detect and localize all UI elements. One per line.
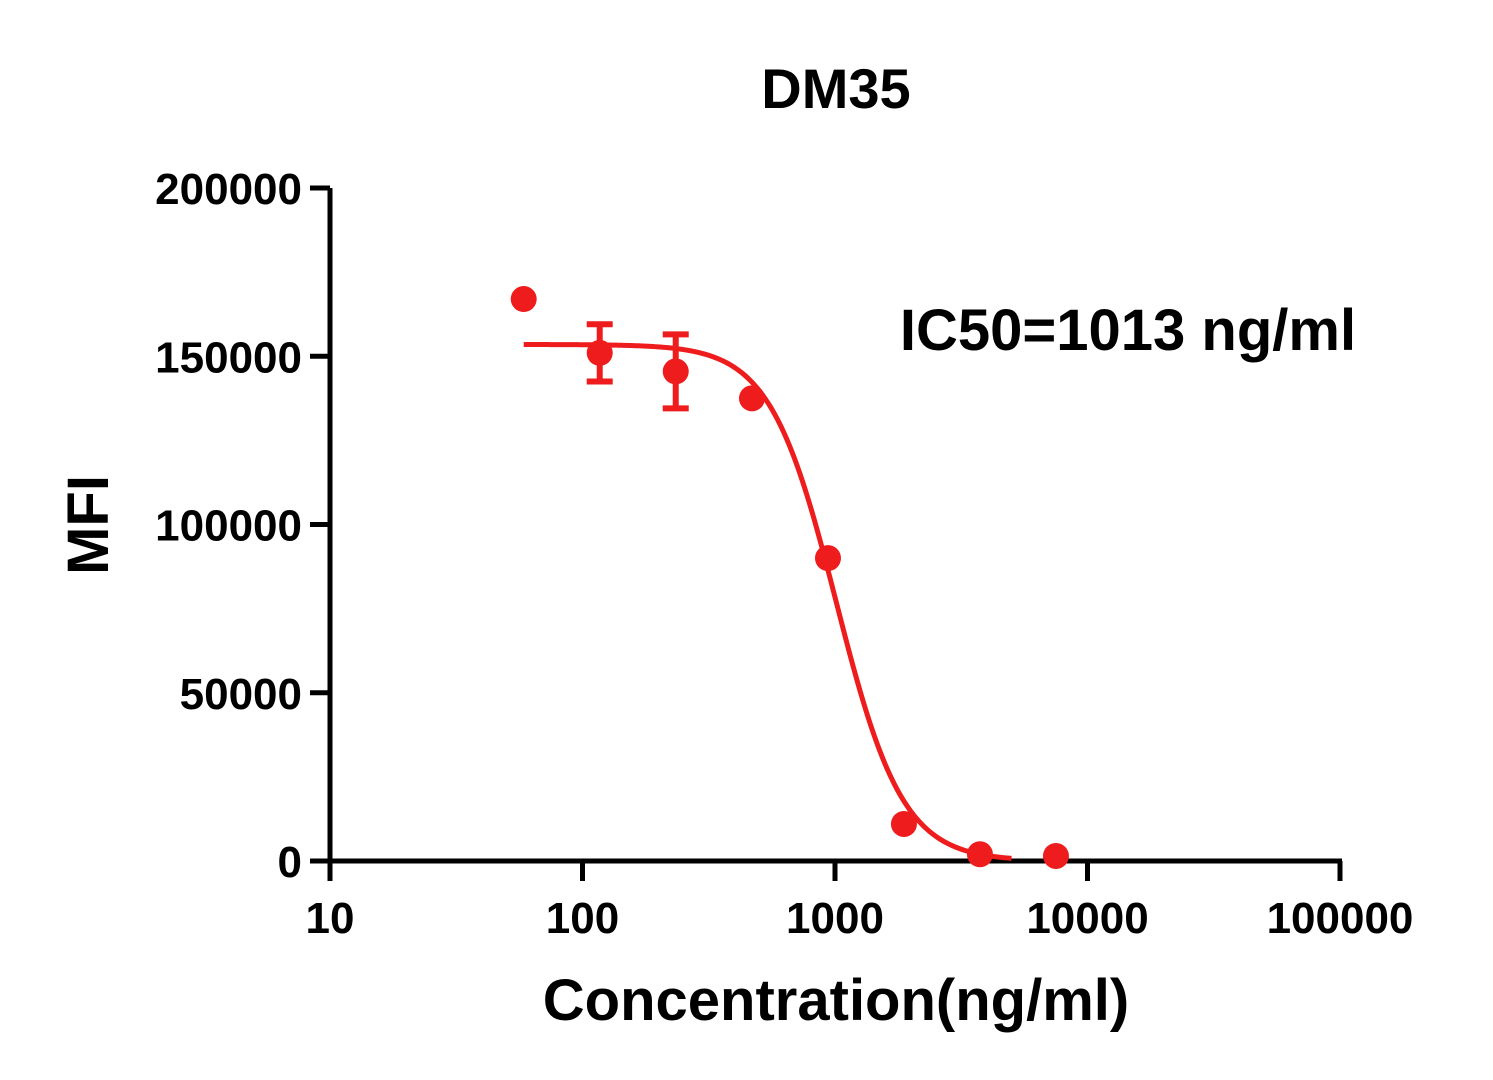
data-point <box>510 286 537 313</box>
data-point <box>586 339 613 366</box>
chart-title: DM35 <box>761 57 910 120</box>
data-point <box>890 810 917 837</box>
x-axis-ticks: 10 100 1000 10000 100000 <box>306 861 1414 943</box>
x-tick-label: 1000 <box>786 894 884 943</box>
data-points <box>510 286 1069 869</box>
x-tick-label: 10 <box>306 894 355 943</box>
y-axis-ticks: 0 50000 100000 150000 200000 <box>155 165 330 887</box>
data-point <box>966 841 993 868</box>
data-point <box>814 545 841 572</box>
y-tick-label: 100000 <box>155 502 302 551</box>
x-tick-label: 100000 <box>1267 894 1414 943</box>
x-axis-label: Concentration(ng/ml) <box>543 968 1129 1033</box>
ic50-annotation: IC50=1013 ng/ml <box>900 298 1356 363</box>
y-tick-label: 200000 <box>155 165 302 214</box>
y-tick-label: 50000 <box>180 670 302 719</box>
y-tick-label: 150000 <box>155 333 302 382</box>
fit-curve-group <box>523 342 1012 861</box>
data-point <box>662 358 689 385</box>
y-tick-label: 0 <box>278 838 302 887</box>
x-tick-label: 100 <box>546 894 619 943</box>
fit-curve <box>523 342 1012 861</box>
x-tick-label: 10000 <box>1026 894 1148 943</box>
data-point <box>1042 842 1069 869</box>
y-axis-label: MFI <box>56 475 121 575</box>
data-point <box>738 385 765 412</box>
axes <box>327 188 1342 864</box>
